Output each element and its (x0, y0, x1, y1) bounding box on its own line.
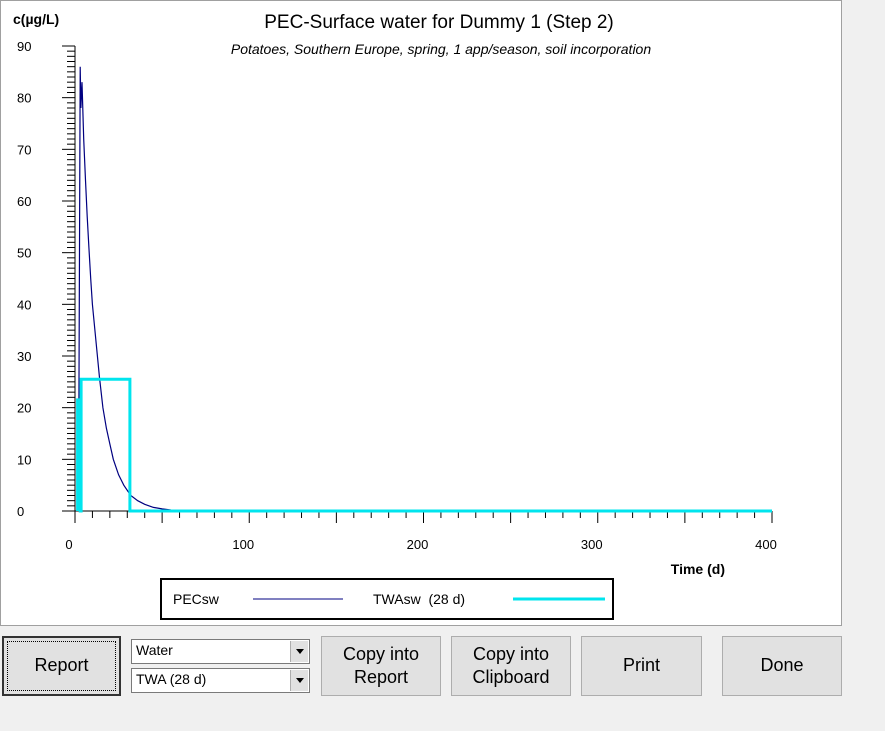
report-button[interactable]: Report (2, 636, 121, 696)
type-select-value: TWA (28 d) (136, 671, 207, 687)
y-tick-label: 80 (17, 91, 31, 106)
chart-svg: PEC-Surface water for Dummy 1 (Step 2) P… (13, 11, 777, 620)
y-tick-label: 0 (17, 504, 24, 519)
x-tick-label: 200 (407, 537, 429, 552)
chart-panel: PEC-Surface water for Dummy 1 (Step 2) P… (0, 0, 842, 626)
copy-into-clipboard-label: Copy into Clipboard (472, 643, 550, 687)
chevron-down-icon[interactable] (290, 641, 308, 662)
report-button-label: Report (34, 655, 89, 676)
copy-into-clipboard-button[interactable]: Copy into Clipboard (451, 636, 571, 696)
y-tick-label: 20 (17, 401, 31, 416)
compartment-select[interactable]: Water (131, 639, 310, 664)
y-tick-label: 60 (17, 194, 31, 209)
series-layer (76, 66, 772, 513)
legend-label-pecsw: PECsw (173, 591, 220, 607)
done-button[interactable]: Done (722, 636, 842, 696)
copy-into-report-label: Copy into Report (342, 643, 420, 687)
series-line-twasw (76, 377, 772, 513)
type-select[interactable]: TWA (28 d) (131, 668, 310, 693)
x-tick-label: 300 (581, 537, 603, 552)
y-tick-label: 70 (17, 142, 31, 157)
axes: 0 10 20 30 40 50 60 70 80 90 0 100 200 300 400 (17, 39, 777, 552)
series-line-pecsw (77, 66, 772, 512)
y-tick-label: 10 (17, 452, 31, 467)
chart-subtitle: Potatoes, Southern Europe, spring, 1 app… (231, 41, 651, 57)
done-button-label: Done (760, 655, 804, 676)
compartment-select-value: Water (136, 642, 173, 658)
x-tick-label: 400 (755, 537, 777, 552)
print-button-label: Print (622, 655, 660, 676)
y-tick-label: 50 (17, 246, 31, 261)
legend: PECsw TWAsw (28 d) (160, 578, 614, 620)
chart-title: PEC-Surface water for Dummy 1 (Step 2) (264, 12, 614, 33)
x-axis-label: Time (d) (671, 561, 725, 577)
y-axis-label: c(µg/L) (13, 11, 59, 27)
x-tick-label: 0 (65, 537, 72, 552)
x-tick-label: 100 (232, 537, 254, 552)
y-tick-label: 40 (17, 297, 31, 312)
legend-label-twasw: TWAsw (28 d) (373, 591, 465, 607)
print-button[interactable]: Print (581, 636, 702, 696)
y-tick-label: 90 (17, 39, 31, 54)
copy-into-report-button[interactable]: Copy into Report (321, 636, 441, 696)
y-tick-label: 30 (17, 349, 31, 364)
chevron-down-icon[interactable] (290, 670, 308, 691)
